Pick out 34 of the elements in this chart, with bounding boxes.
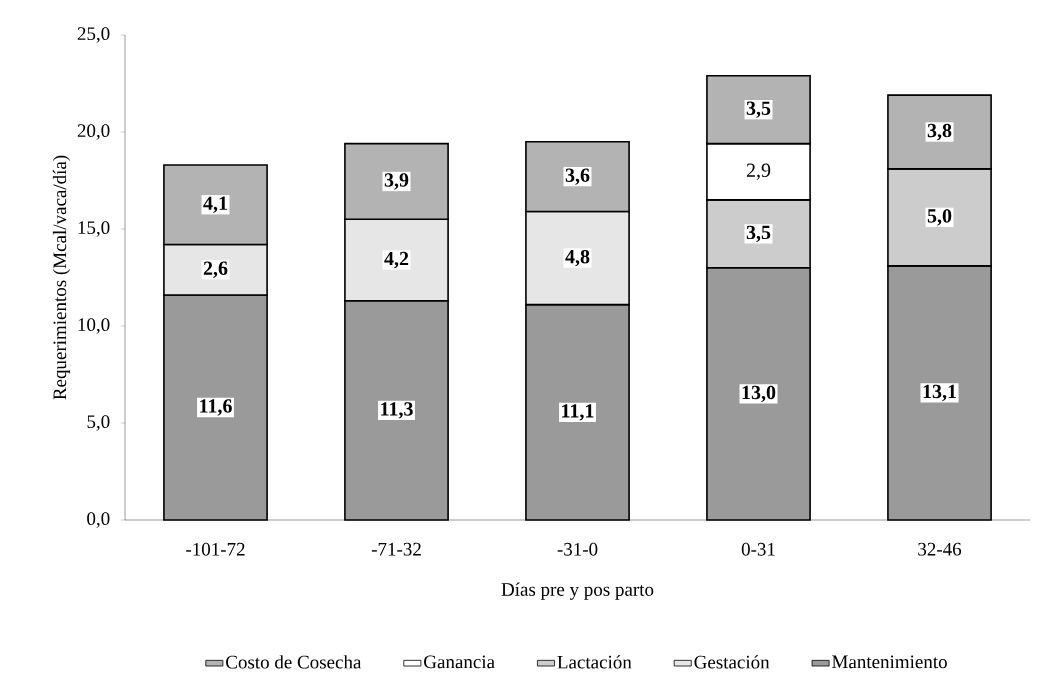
data-label: 2,9 [746, 163, 771, 180]
data-label: 3,5 [746, 225, 771, 243]
x-axis-title: Días pre y pos parto [501, 582, 654, 600]
data-label: 3,8 [927, 123, 952, 141]
data-label: 4,8 [565, 249, 590, 267]
data-label: 11,3 [381, 402, 413, 419]
x-tick-label: -31-0 [557, 542, 598, 556]
data-label: 4,2 [384, 251, 409, 269]
y-tick-label: 15,0 [78, 221, 110, 237]
data-label: 4,1 [203, 196, 227, 213]
y-tick-label: 5,0 [87, 415, 110, 431]
data-label: 3,6 [565, 168, 590, 185]
x-tick-label: -101-72 [186, 542, 245, 556]
x-tick-label: 0-31 [741, 542, 775, 556]
data-label: 5,0 [927, 209, 952, 226]
y-tick-label: 0,0 [87, 512, 110, 528]
data-label: 13,1 [923, 384, 956, 402]
legend-label: Gestación [694, 655, 770, 669]
legend-label: Costo de Cosecha [226, 655, 362, 669]
data-label: 11,6 [200, 399, 232, 416]
y-tick-label: 10,0 [78, 318, 110, 334]
data-label: 3,9 [384, 173, 409, 190]
x-tick-label: 32-46 [918, 542, 962, 556]
y-axis-title: Requerimientos (Mcal/vaca/día) [52, 155, 71, 400]
data-label: 11,1 [562, 404, 594, 421]
data-label: 2,6 [203, 261, 228, 278]
legend-label: Mantenimiento [832, 655, 947, 669]
y-tick-label: 25,0 [77, 27, 110, 43]
x-tick-label: -71-32 [371, 542, 421, 556]
y-tick-label: 20,0 [77, 124, 110, 140]
legend-label: Ganancia [424, 655, 495, 669]
data-label: 3,5 [746, 101, 771, 118]
legend-label: Lactación [557, 655, 632, 669]
data-label: 13,0 [742, 385, 776, 403]
